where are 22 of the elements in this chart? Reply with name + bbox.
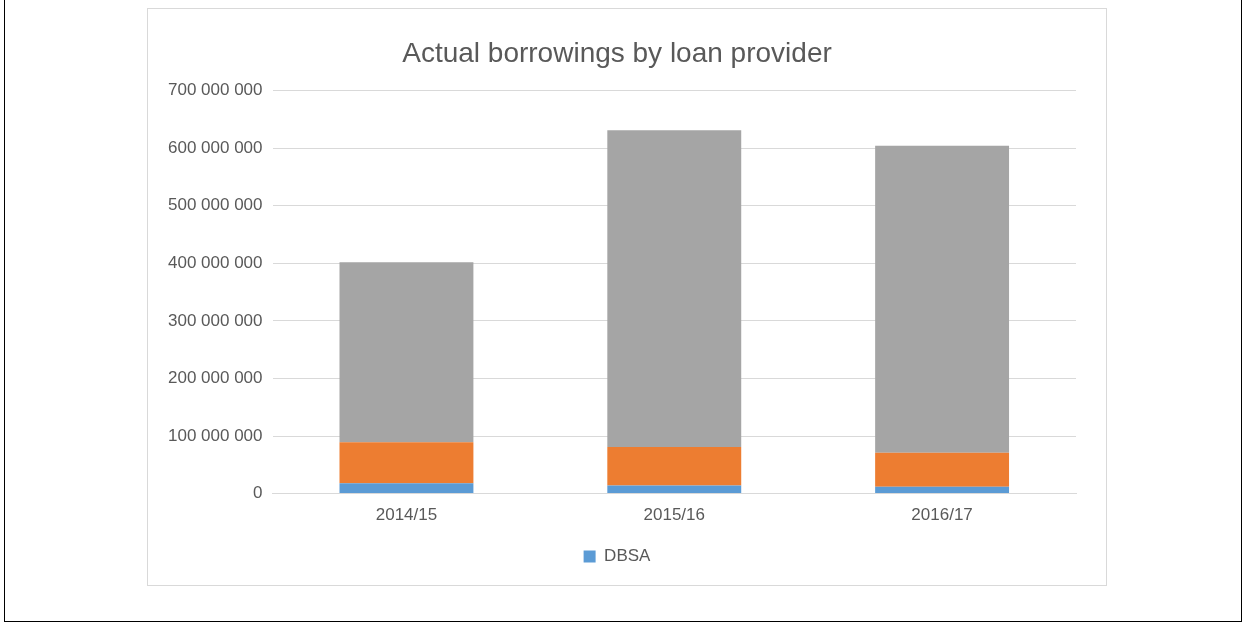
y-tick-label: 400 000 000 [167,253,263,272]
chart-title: Actual borrowings by loan provider [402,36,832,68]
y-tick-label: 600 000 000 [167,137,263,157]
x-tick-label: 2015/16 [643,505,705,525]
bar [339,262,474,443]
bar [339,483,474,494]
bar [607,130,742,447]
legend-label: DBSA [604,546,652,566]
x-tick-label: 2016/17 [911,505,973,525]
y-tick-label: 100 000 000 [167,425,263,445]
bar [339,442,474,484]
y-tick-label: 500 000 000 [167,195,263,215]
bar [875,145,1010,453]
bar [875,486,1010,494]
y-tick-label: 300 000 000 [167,310,263,330]
y-tick-label: 700 000 000 [167,80,263,100]
x-tick-label: 2014/15 [375,505,438,525]
y-tick-label: 0 [253,483,263,503]
bar [607,485,742,494]
bar [607,446,742,486]
y-tick-label: 200 000 000 [167,368,263,388]
bar [875,452,1010,487]
